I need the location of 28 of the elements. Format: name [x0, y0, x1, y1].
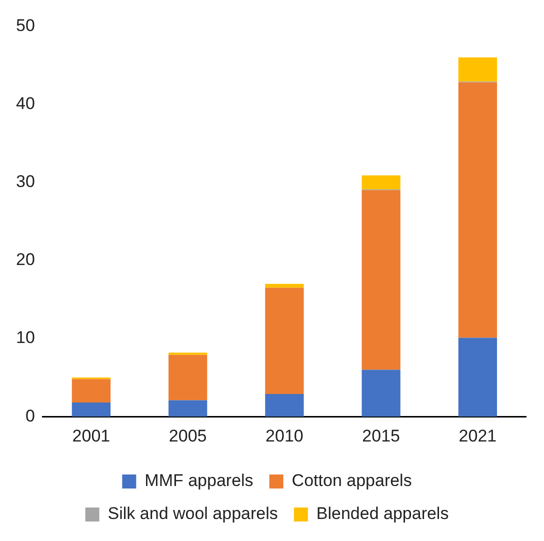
x-tick-label: 2010 — [266, 426, 304, 446]
bar — [458, 57, 498, 82]
bar — [362, 175, 400, 190]
bar — [458, 82, 498, 338]
bar — [168, 354, 208, 400]
bar — [458, 338, 498, 417]
bar — [168, 400, 208, 417]
bar — [72, 379, 111, 403]
bar — [362, 190, 400, 370]
y-tick-label: 50 — [16, 16, 35, 35]
bar — [265, 394, 304, 417]
y-tick-label: 20 — [16, 250, 35, 270]
bar — [72, 402, 111, 417]
bar — [265, 288, 304, 394]
legend-label: Silk and wool apparels — [108, 504, 278, 524]
x-tick-label: 2005 — [168, 426, 207, 446]
x-tick-label: 2021 — [458, 426, 497, 446]
y-tick-label: 30 — [16, 172, 35, 192]
legend-label: Cotton apparels — [292, 471, 412, 490]
bar — [265, 284, 304, 288]
legend-label: Blended apparels — [316, 504, 449, 524]
y-tick-label: 10 — [16, 328, 35, 348]
bar — [362, 370, 400, 417]
x-tick-label: 2015 — [362, 426, 400, 446]
y-tick-label: 40 — [16, 94, 35, 113]
y-tick-label: 0 — [25, 406, 35, 426]
legend-label: MMF apparels — [144, 471, 254, 490]
x-tick-label: 2001 — [72, 426, 110, 446]
